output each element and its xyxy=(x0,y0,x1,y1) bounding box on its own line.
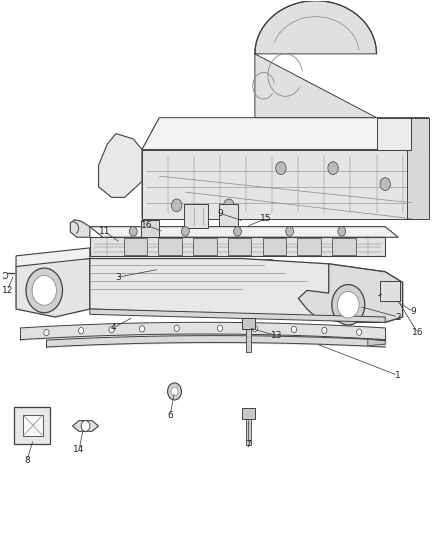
Text: 11: 11 xyxy=(99,228,111,237)
Polygon shape xyxy=(377,118,429,150)
Circle shape xyxy=(276,162,286,174)
FancyBboxPatch shape xyxy=(381,281,399,301)
FancyBboxPatch shape xyxy=(23,415,43,436)
Text: 8: 8 xyxy=(24,456,30,465)
FancyBboxPatch shape xyxy=(184,204,208,228)
Polygon shape xyxy=(72,421,99,431)
Circle shape xyxy=(224,199,234,212)
Circle shape xyxy=(337,292,359,318)
Polygon shape xyxy=(16,259,90,317)
Polygon shape xyxy=(90,227,398,237)
Polygon shape xyxy=(407,118,429,219)
Circle shape xyxy=(172,199,182,212)
Text: 9: 9 xyxy=(217,209,223,218)
Circle shape xyxy=(3,272,8,279)
Circle shape xyxy=(78,327,84,334)
FancyBboxPatch shape xyxy=(228,238,251,255)
Text: 16: 16 xyxy=(141,221,152,230)
Polygon shape xyxy=(255,1,377,118)
Circle shape xyxy=(81,421,90,431)
Text: 13: 13 xyxy=(271,331,283,340)
Text: 14: 14 xyxy=(73,446,85,455)
Text: 1: 1 xyxy=(396,371,401,380)
Polygon shape xyxy=(142,118,429,150)
Text: 4: 4 xyxy=(111,323,117,332)
Polygon shape xyxy=(368,339,385,346)
Circle shape xyxy=(44,329,49,336)
Text: 6: 6 xyxy=(167,411,173,420)
Circle shape xyxy=(286,227,293,236)
Polygon shape xyxy=(142,150,411,219)
Circle shape xyxy=(129,227,137,236)
Text: 16: 16 xyxy=(412,328,424,337)
Circle shape xyxy=(168,383,181,400)
Text: 12: 12 xyxy=(2,286,13,295)
Circle shape xyxy=(380,177,390,190)
Text: 9: 9 xyxy=(410,307,416,316)
FancyBboxPatch shape xyxy=(219,204,238,225)
Circle shape xyxy=(332,285,365,325)
FancyBboxPatch shape xyxy=(141,220,159,237)
Circle shape xyxy=(252,325,258,332)
Circle shape xyxy=(139,326,145,332)
FancyBboxPatch shape xyxy=(242,318,255,329)
Polygon shape xyxy=(99,259,272,266)
FancyBboxPatch shape xyxy=(246,326,251,352)
Circle shape xyxy=(322,327,327,334)
Polygon shape xyxy=(142,118,159,219)
FancyBboxPatch shape xyxy=(193,238,217,255)
Text: 2: 2 xyxy=(396,312,401,321)
Polygon shape xyxy=(298,264,403,322)
FancyBboxPatch shape xyxy=(332,238,356,255)
Circle shape xyxy=(338,227,346,236)
Polygon shape xyxy=(90,237,385,256)
Polygon shape xyxy=(99,134,142,197)
Circle shape xyxy=(218,325,223,332)
Polygon shape xyxy=(90,259,403,322)
Circle shape xyxy=(181,227,189,236)
FancyBboxPatch shape xyxy=(124,238,147,255)
Circle shape xyxy=(328,162,338,174)
Polygon shape xyxy=(90,309,385,322)
FancyBboxPatch shape xyxy=(159,238,182,255)
FancyBboxPatch shape xyxy=(297,238,321,255)
Circle shape xyxy=(26,268,63,313)
Circle shape xyxy=(357,329,362,335)
FancyBboxPatch shape xyxy=(14,407,50,444)
Polygon shape xyxy=(16,248,90,266)
FancyBboxPatch shape xyxy=(242,408,255,419)
Text: 3: 3 xyxy=(115,273,121,281)
FancyBboxPatch shape xyxy=(263,238,286,255)
Text: 7: 7 xyxy=(246,440,251,449)
Circle shape xyxy=(291,326,297,333)
Circle shape xyxy=(174,325,179,332)
Polygon shape xyxy=(71,220,90,237)
Circle shape xyxy=(32,276,57,305)
FancyBboxPatch shape xyxy=(246,416,251,445)
Circle shape xyxy=(171,387,178,395)
Text: 15: 15 xyxy=(260,214,272,223)
Circle shape xyxy=(233,227,241,236)
Circle shape xyxy=(109,327,114,333)
